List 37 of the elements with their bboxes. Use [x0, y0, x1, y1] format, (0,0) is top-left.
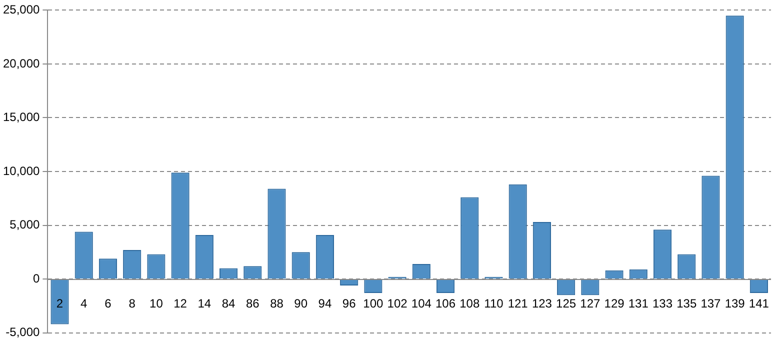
- y-tick-label: 15,000: [3, 110, 40, 124]
- x-tick-label: 131: [628, 296, 649, 310]
- x-tick-label: 100: [363, 296, 384, 310]
- x-tick-label: 125: [556, 296, 576, 310]
- y-tick-label: 20,000: [3, 56, 40, 70]
- y-tick-label: -5,000: [6, 325, 40, 340]
- x-tick-label: 121: [508, 296, 528, 310]
- x-tick-label: 94: [318, 296, 332, 310]
- x-tick-label: 108: [460, 296, 480, 310]
- x-tick-label: 137: [700, 296, 722, 310]
- x-tick-label: 104: [411, 296, 432, 310]
- x-tick-label: 84: [222, 296, 236, 310]
- x-tick-label: 127: [580, 296, 601, 310]
- y-tick-label: 10,000: [3, 164, 40, 178]
- x-tick-label: 10: [150, 296, 164, 310]
- x-tick-label: 129: [604, 296, 625, 310]
- x-tick-label: 141: [748, 296, 770, 310]
- x-tick-label: 4: [80, 296, 88, 310]
- x-tick-label: 14: [198, 296, 212, 310]
- x-tick-label: 96: [342, 296, 356, 310]
- x-tick-label: 102: [387, 296, 408, 310]
- y-tick-label: 5,000: [10, 218, 40, 232]
- x-tick-label: 6: [104, 296, 112, 310]
- x-tick-label: 8: [128, 296, 136, 310]
- x-tick-label: 133: [652, 296, 673, 310]
- x-tick-label: 12: [174, 296, 188, 310]
- x-tick-label: 110: [484, 296, 504, 310]
- y-tick-label: 25,000: [3, 2, 40, 17]
- x-tick-label: 135: [676, 296, 697, 310]
- x-tick-label: 86: [246, 296, 260, 310]
- y-tick-label: 0: [33, 271, 40, 286]
- x-tick-label: 88: [270, 296, 284, 310]
- x-tick-label: 90: [294, 296, 308, 310]
- x-tick-label: 139: [724, 296, 746, 310]
- x-tick-label: 123: [532, 296, 552, 310]
- x-tick-label: 2: [56, 296, 64, 310]
- x-tick-label: 106: [436, 296, 456, 310]
